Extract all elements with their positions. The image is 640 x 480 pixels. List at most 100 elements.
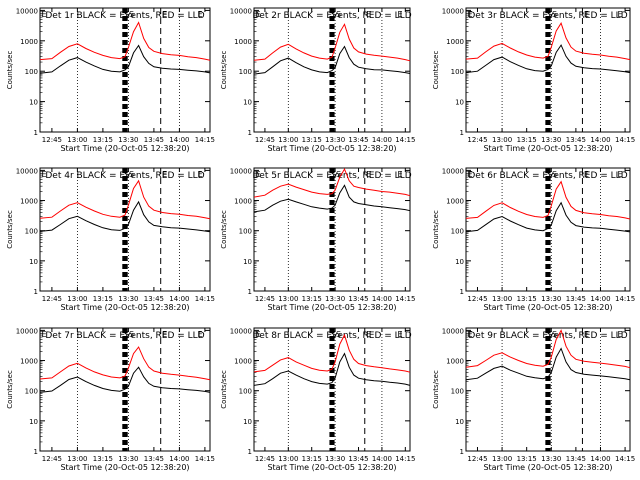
x-tick-label: 13:45 (144, 455, 164, 463)
series-line-lld (253, 167, 411, 198)
x-tick-label: 13:30 (325, 295, 345, 303)
y-tick-label: 10000 (16, 7, 38, 15)
marker-label: E (162, 170, 167, 179)
y-tick-label: 100 (451, 68, 464, 76)
y-tick-label: 100 (239, 388, 252, 396)
y-tick-label: 10000 (230, 7, 252, 15)
series-line-events (39, 366, 211, 393)
x-tick-label: 13:45 (348, 136, 368, 144)
x-axis-label: Start Time (20-Oct-05 12:38:20) (60, 463, 189, 472)
series-line-events (253, 45, 411, 75)
marker-label: SS (547, 330, 557, 339)
marker-label: E (397, 170, 402, 179)
y-axis-label: Counts/sec (432, 370, 440, 409)
y-tick-label: 1 (248, 448, 252, 456)
marker-label: SS (547, 10, 557, 19)
x-tick-label: 14:00 (590, 295, 610, 303)
y-tick-label: 10 (455, 418, 464, 426)
x-tick-label: 12:45 (255, 136, 275, 144)
marker-label: E (584, 170, 589, 179)
x-tick-label: 14:15 (195, 136, 215, 144)
y-tick-label: 1000 (446, 198, 464, 206)
marker-label: SS (331, 170, 341, 179)
y-tick-label: 10000 (230, 167, 252, 175)
x-axis-label: Start Time (20-Oct-05 12:38:20) (483, 144, 612, 153)
y-tick-label: 1000 (20, 38, 38, 46)
x-tick-label: 12:45 (467, 455, 487, 463)
x-tick-label: 14:15 (395, 455, 415, 463)
x-tick-label: 13:30 (118, 295, 138, 303)
series-line-events (465, 44, 631, 74)
series-line-events (465, 347, 631, 381)
marker-label: E (197, 170, 202, 179)
x-tick-label: 13:30 (325, 455, 345, 463)
x-tick-label: 13:00 (278, 295, 298, 303)
y-tick-label: 1 (248, 288, 252, 296)
series-line-events (465, 201, 631, 233)
x-tick-label: 13:30 (325, 136, 345, 144)
y-axis-label: Counts/sec (220, 51, 228, 90)
y-tick-label: 100 (25, 68, 38, 76)
y-tick-label: 1 (34, 129, 38, 137)
x-tick-label: 14:15 (615, 295, 635, 303)
marker-label: E (162, 10, 167, 19)
x-tick-label: 13:45 (348, 295, 368, 303)
marker-label: E (467, 170, 472, 179)
x-tick-label: 13:45 (566, 455, 586, 463)
x-tick-label: 14:00 (590, 455, 610, 463)
x-tick-label: 14:15 (615, 455, 635, 463)
y-tick-label: 100 (25, 388, 38, 396)
x-tick-label: 14:15 (395, 295, 415, 303)
series-line-events (253, 184, 411, 213)
marker-label: SS (547, 170, 557, 179)
x-tick-label: 13:30 (541, 455, 561, 463)
x-tick-label: 13:15 (93, 455, 113, 463)
x-axis-label: Start Time (20-Oct-05 12:38:20) (267, 144, 396, 153)
x-tick-label: 13:00 (278, 455, 298, 463)
marker-label: E (617, 170, 622, 179)
panel-det-7: Det 7r BLACK = Events, RED = LLD11010010… (6, 327, 215, 472)
x-axis-label: Start Time (20-Oct-05 12:38:20) (60, 303, 189, 312)
series-line-lld (39, 179, 211, 220)
x-tick-label: 12:45 (255, 295, 275, 303)
y-tick-label: 10000 (442, 327, 464, 335)
x-tick-label: 13:15 (93, 136, 113, 144)
marker-label: E (467, 330, 472, 339)
panel-det-3: Det 3r BLACK = Events, RED = LLD11010010… (432, 7, 635, 153)
series-line-lld (253, 333, 411, 373)
x-tick-label: 13:00 (492, 295, 512, 303)
x-axis-label: Start Time (20-Oct-05 12:38:20) (267, 463, 396, 472)
marker-label: E (397, 10, 402, 19)
marker-label: SS (124, 170, 134, 179)
x-axis-label: Start Time (20-Oct-05 12:38:20) (483, 303, 612, 312)
x-tick-label: 14:00 (169, 136, 189, 144)
panel-det-1: Det 1r BLACK = Events, RED = LLD11010010… (6, 7, 215, 153)
x-tick-label: 13:15 (302, 295, 322, 303)
y-axis-label: Counts/sec (6, 210, 14, 249)
x-axis-label: Start Time (20-Oct-05 12:38:20) (267, 303, 396, 312)
panel-det-6: Det 6r BLACK = Events, RED = LLD11010010… (432, 167, 635, 312)
marker-label: E (255, 170, 260, 179)
x-tick-label: 14:00 (590, 136, 610, 144)
y-tick-label: 10000 (442, 7, 464, 15)
x-tick-label: 13:00 (492, 136, 512, 144)
x-tick-label: 13:00 (278, 136, 298, 144)
x-tick-label: 13:45 (566, 136, 586, 144)
x-tick-label: 13:00 (67, 136, 87, 144)
y-tick-label: 100 (451, 388, 464, 396)
x-tick-label: 13:15 (302, 136, 322, 144)
x-tick-label: 14:00 (372, 295, 392, 303)
y-tick-label: 1000 (234, 198, 252, 206)
y-axis-label: Counts/sec (220, 370, 228, 409)
marker-label: E (397, 330, 402, 339)
x-tick-label: 12:45 (255, 455, 275, 463)
y-tick-label: 10 (243, 418, 252, 426)
y-axis-label: Counts/sec (6, 51, 14, 90)
marker-label: E (366, 170, 371, 179)
series-line-events (253, 352, 411, 386)
x-tick-label: 14:00 (372, 136, 392, 144)
x-tick-label: 13:30 (541, 295, 561, 303)
x-tick-label: 13:45 (144, 136, 164, 144)
x-axis-label: Start Time (20-Oct-05 12:38:20) (483, 463, 612, 472)
